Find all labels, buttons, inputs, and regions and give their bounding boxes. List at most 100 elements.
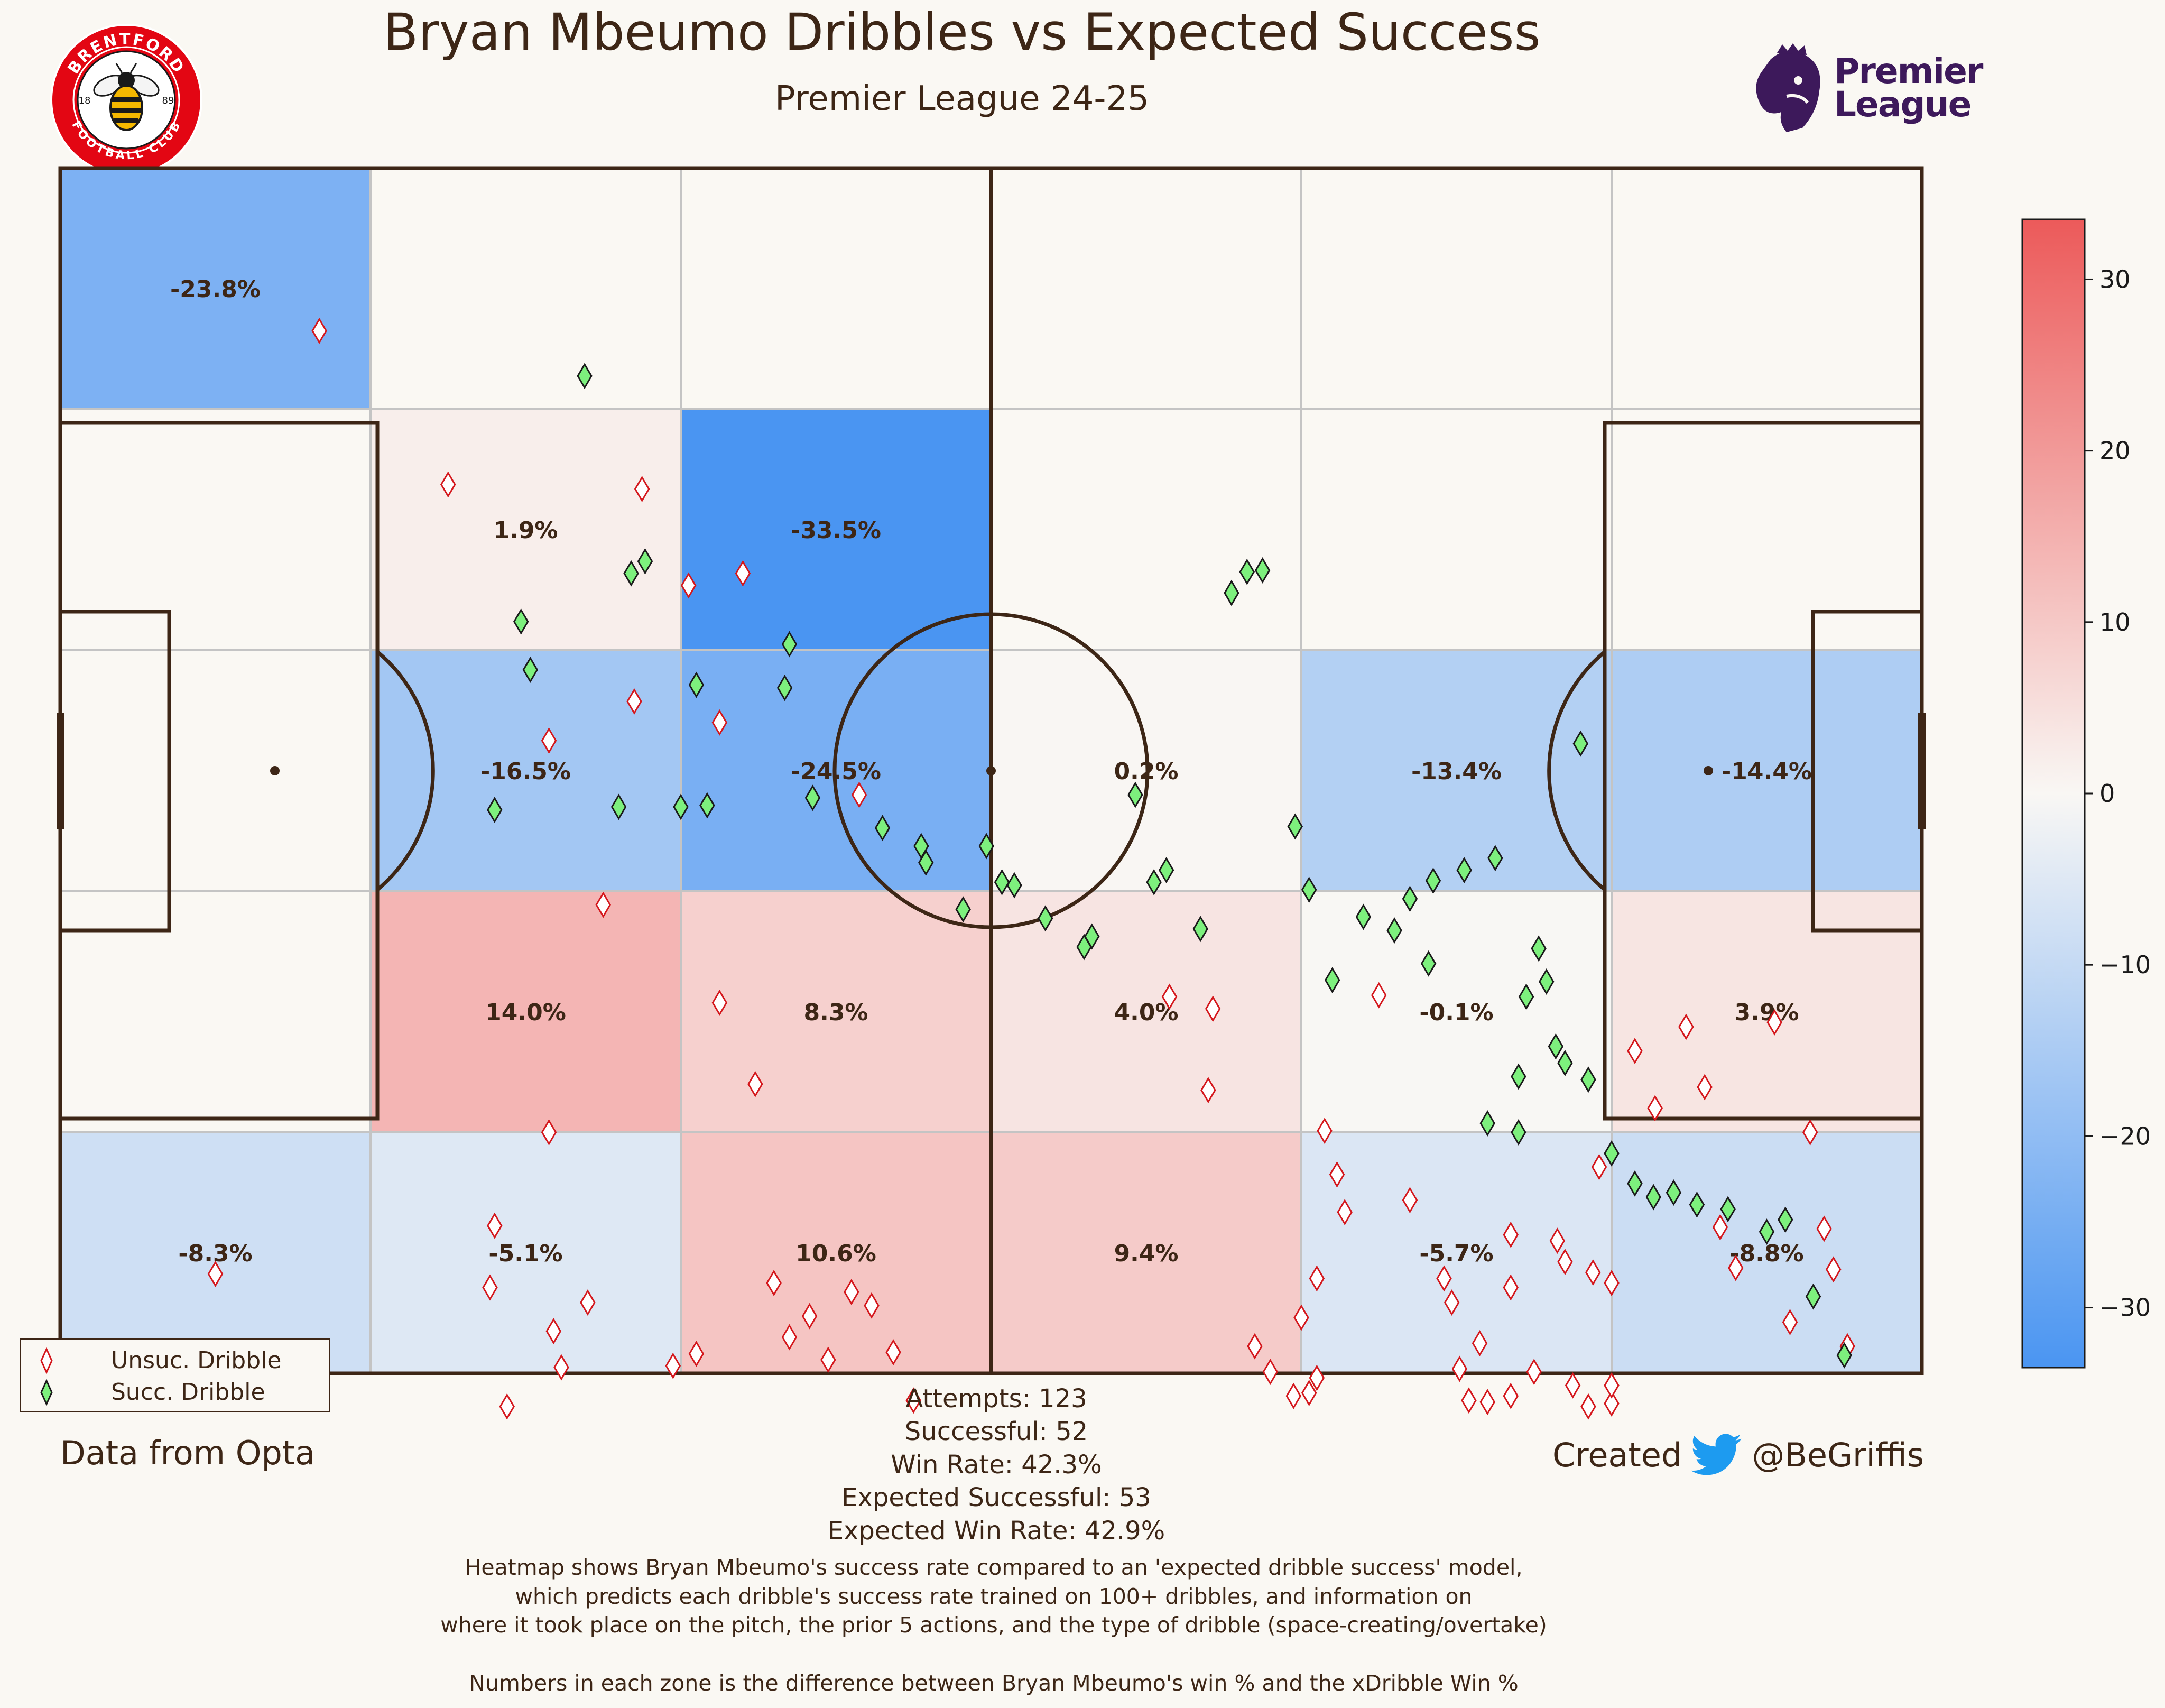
successful-dribble-marker <box>1777 1206 1793 1233</box>
stat-expected-successful: Expected Successful: 53 <box>841 1483 1151 1513</box>
successful-dribble-marker <box>1689 1191 1705 1218</box>
legend-label-unsuccessful: Unsuc. Dribble <box>111 1347 282 1374</box>
credit-handle: @BeGriffis <box>1752 1435 1924 1474</box>
chart-title: Bryan Mbeumo Dribbles vs Expected Succes… <box>383 3 1541 62</box>
unsuccessful-dribble-marker <box>311 317 327 344</box>
unsuccessful-dribble-marker <box>1728 1254 1744 1281</box>
dribble-markers <box>207 317 1855 1420</box>
successful-dribble-marker <box>1645 1184 1661 1211</box>
unsuccessful-dribble-marker <box>1285 1382 1302 1409</box>
successful-dribble-marker <box>1402 885 1418 912</box>
successful-dribble-marker <box>1836 1342 1852 1369</box>
zone-cell <box>1611 649 1923 892</box>
colorbar-tick-label: −10 <box>2099 950 2151 979</box>
unsuccessful-dribble-marker <box>1371 982 1387 1009</box>
unsuccessful-dribble-marker <box>541 727 557 754</box>
successful-dribble-marker <box>1604 1140 1620 1167</box>
zone-label: -5.1% <box>488 1240 562 1267</box>
successful-dribble-marker <box>1254 557 1271 584</box>
unsuccessful-dribble-marker <box>1503 1382 1519 1409</box>
unsuccessful-dribble-marker <box>1461 1387 1477 1414</box>
successful-dribble-marker <box>487 797 503 824</box>
successful-dribble-marker <box>1127 781 1143 808</box>
unsuccessful-dribble-marker <box>1802 1119 1818 1146</box>
unsuccessful-dribble-marker <box>440 471 456 498</box>
unsuccessful-dribble-marker <box>665 1352 681 1379</box>
unsuccessful-dribble-marker <box>905 1387 921 1414</box>
unsuccessful-dribble-marker <box>545 1318 562 1345</box>
unsuccessful-dribble-marker <box>735 560 751 587</box>
zone-cell <box>990 408 1302 651</box>
colorbar-tick-label: 20 <box>2099 437 2131 465</box>
unsuccessful-dribble-marker <box>1604 1270 1620 1296</box>
credit: Created @BeGriffis <box>1552 1434 1924 1476</box>
unsuccessful-dribble-marker <box>1591 1153 1607 1180</box>
zone-cell <box>369 408 682 651</box>
successful-dribble-marker <box>1548 1033 1564 1060</box>
unsuccessful-dribble-marker <box>1557 1249 1573 1276</box>
zone-cell <box>369 1131 682 1374</box>
pitch-markings <box>57 166 1926 1375</box>
successful-dribble-marker <box>874 815 891 842</box>
pl-logo-line2: League <box>1834 84 1972 125</box>
zone-label: 8.3% <box>803 999 868 1026</box>
successful-dribble-marker <box>1511 1119 1526 1146</box>
brentford-crest-icon: BRENTFORD FOOTBALL CLUB 18 89 <box>50 24 202 176</box>
crest-year-right: 89 <box>162 95 174 106</box>
colorbar-gradient <box>2021 218 2086 1369</box>
colorbar-ticks: 30 20 10 0 −10 −20 −30 <box>2085 265 2151 1322</box>
successful-dribble-marker <box>688 671 705 698</box>
unsuccessful-dribble-marker <box>844 1279 859 1306</box>
zone-label: -13.4% <box>1411 758 1502 785</box>
note-line: which predicts each dribble's success ra… <box>515 1583 1473 1609</box>
unsuccessful-dribble-marker <box>688 1341 705 1367</box>
unsuccessful-dribble-marker <box>1627 1038 1643 1065</box>
successful-dribble-marker <box>623 560 639 587</box>
successful-dribble-marker <box>1456 857 1472 884</box>
zone-label: -0.1% <box>1419 999 1493 1026</box>
zone-cell <box>680 408 992 651</box>
successful-dribble-marker <box>637 548 653 575</box>
successful-dribble-marker <box>1487 845 1503 872</box>
zone-cell <box>59 1131 372 1374</box>
unsuccessful-dribble-marker <box>1329 1161 1345 1188</box>
unsuccessful-dribble-marker <box>1436 1265 1452 1292</box>
successful-dribble-marker <box>1518 983 1534 1010</box>
unsuccessful-dribble-marker <box>482 1274 498 1301</box>
zone-label: 9.4% <box>1114 1240 1178 1267</box>
chart-subtitle: Premier League 24-25 <box>775 79 1149 118</box>
unsuccessful-dribble-marker <box>1200 1077 1216 1104</box>
legend-item-successful: Succ. Dribble <box>40 1378 265 1406</box>
unsuccessful-dribble-marker <box>1580 1393 1596 1420</box>
successful-dribble-marker <box>699 792 715 819</box>
note-line: Heatmap shows Bryan Mbeumo's success rat… <box>465 1555 1523 1580</box>
unsuccessful-dribble-marker <box>1479 1389 1495 1416</box>
zone-label: -16.5% <box>480 758 571 785</box>
unsuccessful-diamond-icon <box>40 1346 53 1374</box>
unsuccessful-dribble-marker <box>885 1339 901 1366</box>
successful-dribble-marker <box>1425 867 1441 894</box>
successful-dribble-marker <box>1192 916 1208 943</box>
successful-dribble-marker <box>776 675 793 701</box>
pitch-heatmap: -23.8% 1.9% -33.5% -16.5% -24.5% 0.2% -13.4% -1… <box>57 166 1926 1420</box>
colorbar-tick-label: −30 <box>2099 1294 2151 1322</box>
unsuccessful-dribble-marker <box>1816 1215 1832 1242</box>
successful-dribble-marker <box>1386 917 1402 944</box>
note-line: where it took place on the pitch, the pr… <box>440 1612 1547 1638</box>
successful-dribble-marker <box>1324 967 1340 994</box>
successful-dribble-marker <box>1239 558 1255 585</box>
successful-dribble-marker <box>994 869 1010 895</box>
unsuccessful-dribble-marker <box>1782 1309 1798 1336</box>
zone-cell <box>680 1131 992 1374</box>
zone-cell <box>990 1131 1302 1374</box>
successful-dribble-marker <box>1037 905 1053 932</box>
unsuccessful-dribble-marker <box>1678 1013 1694 1040</box>
successful-dribble-marker <box>955 896 971 923</box>
successful-dribble-marker <box>1420 950 1437 977</box>
unsuccessful-dribble-marker <box>1549 1227 1566 1254</box>
zone-cell <box>1300 167 1613 410</box>
zone-label: -33.5% <box>791 517 881 544</box>
zone-cell <box>59 408 372 651</box>
successful-dribble-marker <box>1146 869 1162 895</box>
successful-dribble-marker <box>1158 857 1174 884</box>
